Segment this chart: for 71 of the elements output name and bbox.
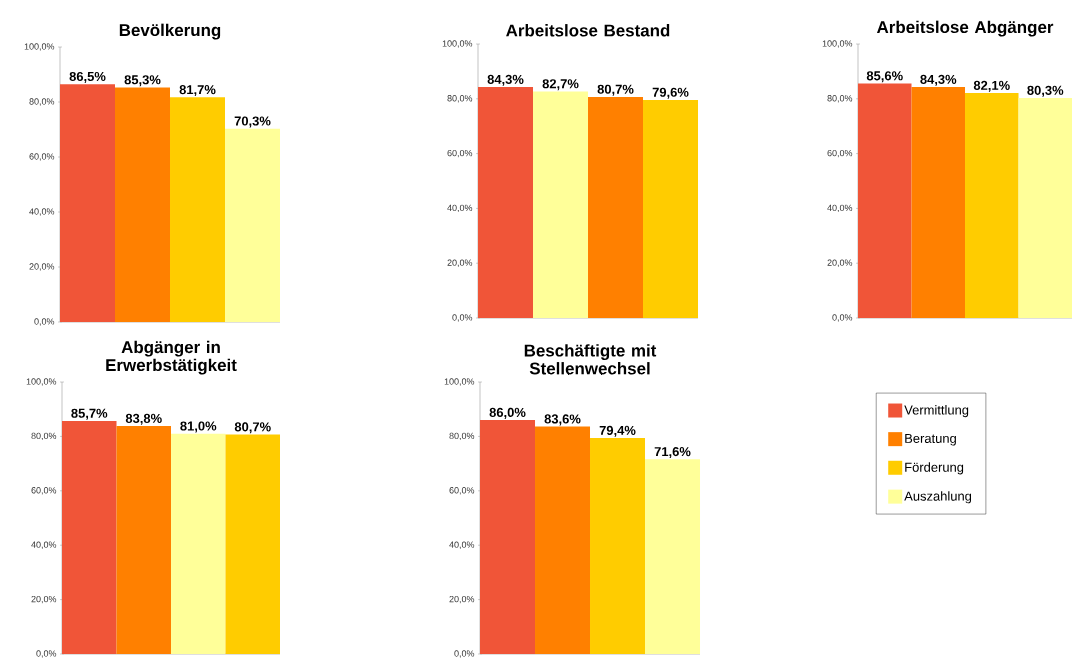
data-label: 81,0% xyxy=(180,421,217,433)
data-label: 83,8% xyxy=(125,413,162,425)
data-label: 84,3% xyxy=(487,74,524,86)
bar xyxy=(62,420,117,655)
legend-label: Förderung xyxy=(905,462,964,475)
data-label: 79,4% xyxy=(599,425,636,437)
bar xyxy=(171,433,226,655)
y-tick-label: 60,0% xyxy=(31,487,57,495)
data-label: 85,6% xyxy=(866,71,903,83)
y-tick-label: 0,0% xyxy=(454,650,475,658)
y-tick-label: 60,0% xyxy=(827,149,853,158)
bar xyxy=(170,97,225,322)
data-label: 86,0% xyxy=(489,407,526,419)
data-label: 85,7% xyxy=(71,408,108,420)
y-tick-label: 80,0% xyxy=(31,432,57,441)
legend-label: Beratung xyxy=(905,433,956,446)
y-tick-label: 20,0% xyxy=(827,259,853,267)
data-label: 84,3% xyxy=(920,74,957,86)
bar xyxy=(480,420,536,655)
data-label: 81,7% xyxy=(179,85,216,97)
data-label: 82,7% xyxy=(542,79,579,91)
bar xyxy=(115,87,170,322)
bar xyxy=(590,438,646,655)
y-tick-label: 0,0% xyxy=(452,314,473,322)
data-label: 80,3% xyxy=(1027,85,1064,97)
y-tick-label: 40,0% xyxy=(447,204,473,213)
bar xyxy=(645,459,701,655)
bar xyxy=(225,434,280,655)
data-label: 80,7% xyxy=(234,422,271,434)
y-tick-label: 20,0% xyxy=(31,595,57,604)
y-tick-label: 40,0% xyxy=(449,541,475,549)
y-tick-label: 100,0% xyxy=(444,378,475,386)
y-tick-label: 80,0% xyxy=(827,95,853,103)
data-label: 83,6% xyxy=(544,414,581,426)
y-tick-label: 20,0% xyxy=(449,595,475,604)
chart-title: Arbeitslose Bestand xyxy=(506,24,670,37)
y-tick-label: 40,0% xyxy=(31,541,57,549)
data-label: 71,6% xyxy=(654,447,691,459)
data-label: 82,1% xyxy=(973,80,1010,92)
y-tick-label: 80,0% xyxy=(449,432,475,441)
data-label: 85,3% xyxy=(124,75,161,87)
y-tick-label: 80,0% xyxy=(447,95,473,103)
y-tick-label: 100,0% xyxy=(26,378,57,386)
y-tick-label: 20,0% xyxy=(29,263,55,271)
y-tick-label: 60,0% xyxy=(447,149,473,158)
bar xyxy=(225,128,280,322)
bar xyxy=(60,84,115,322)
bar xyxy=(116,426,171,655)
y-tick-label: 0,0% xyxy=(34,318,55,326)
legend-label: Auszahlung xyxy=(904,491,972,504)
chart-title: Arbeitslose Abgänger xyxy=(876,20,1054,37)
chart-title: Bevölkerung xyxy=(119,23,221,40)
chart-title: Abgänger in Erwerbstätigkeit xyxy=(106,340,237,375)
y-tick-label: 0,0% xyxy=(832,314,853,322)
chart-title: Beschäftigte mit Stellenwechsel xyxy=(524,344,657,375)
y-tick-label: 20,0% xyxy=(447,259,473,267)
data-label: 80,7% xyxy=(597,84,634,96)
y-tick-label: 60,0% xyxy=(29,153,55,161)
y-tick-label: 80,0% xyxy=(29,98,55,106)
y-tick-label: 100,0% xyxy=(822,40,853,48)
y-tick-label: 100,0% xyxy=(442,40,473,48)
bar xyxy=(535,426,591,655)
legend-label: Vermittlung xyxy=(904,405,969,418)
data-label: 70,3% xyxy=(234,116,271,128)
y-tick-label: 60,0% xyxy=(449,487,475,495)
y-tick-label: 40,0% xyxy=(827,204,853,213)
y-tick-label: 0,0% xyxy=(36,650,57,658)
data-label: 79,6% xyxy=(652,87,689,99)
y-tick-label: 40,0% xyxy=(29,208,55,216)
y-tick-label: 100,0% xyxy=(24,43,55,51)
data-label: 86,5% xyxy=(69,71,106,83)
